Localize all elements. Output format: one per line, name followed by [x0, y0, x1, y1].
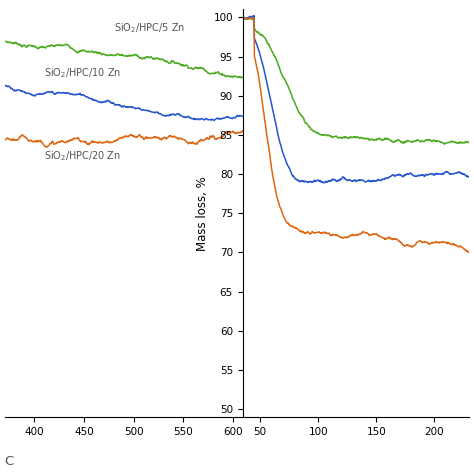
Text: C: C — [5, 455, 14, 467]
Text: SiO$_2$/HPC/5 Zn: SiO$_2$/HPC/5 Zn — [114, 21, 185, 35]
Text: SiO$_2$/HPC/10 Zn: SiO$_2$/HPC/10 Zn — [45, 66, 122, 80]
Y-axis label: Mass loss, %: Mass loss, % — [196, 176, 209, 251]
Text: SiO$_2$/HPC/20 Zn: SiO$_2$/HPC/20 Zn — [45, 149, 121, 163]
